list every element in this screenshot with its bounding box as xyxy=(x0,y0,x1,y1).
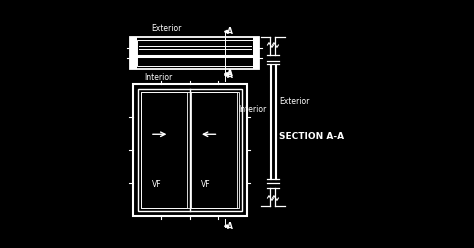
Polygon shape xyxy=(225,74,228,76)
Text: VF: VF xyxy=(201,180,211,189)
Bar xyxy=(133,84,247,216)
Text: VF: VF xyxy=(152,180,162,189)
Bar xyxy=(138,89,242,211)
Bar xyxy=(253,37,259,69)
Polygon shape xyxy=(225,225,228,227)
Text: A: A xyxy=(227,70,232,80)
Text: Exterior: Exterior xyxy=(151,25,182,33)
Text: A: A xyxy=(227,27,232,36)
Bar xyxy=(191,92,237,208)
Bar xyxy=(141,92,239,208)
Text: Interior: Interior xyxy=(145,73,173,82)
Polygon shape xyxy=(225,30,228,33)
Text: A: A xyxy=(227,222,232,231)
Text: A: A xyxy=(227,69,232,78)
Text: Exterior: Exterior xyxy=(279,97,310,106)
Bar xyxy=(130,37,259,69)
Text: SECTION A-A: SECTION A-A xyxy=(279,132,344,141)
Text: Interior: Interior xyxy=(238,105,267,114)
Bar xyxy=(130,37,137,69)
Bar xyxy=(137,40,253,66)
Bar xyxy=(141,92,187,208)
Polygon shape xyxy=(225,73,228,75)
